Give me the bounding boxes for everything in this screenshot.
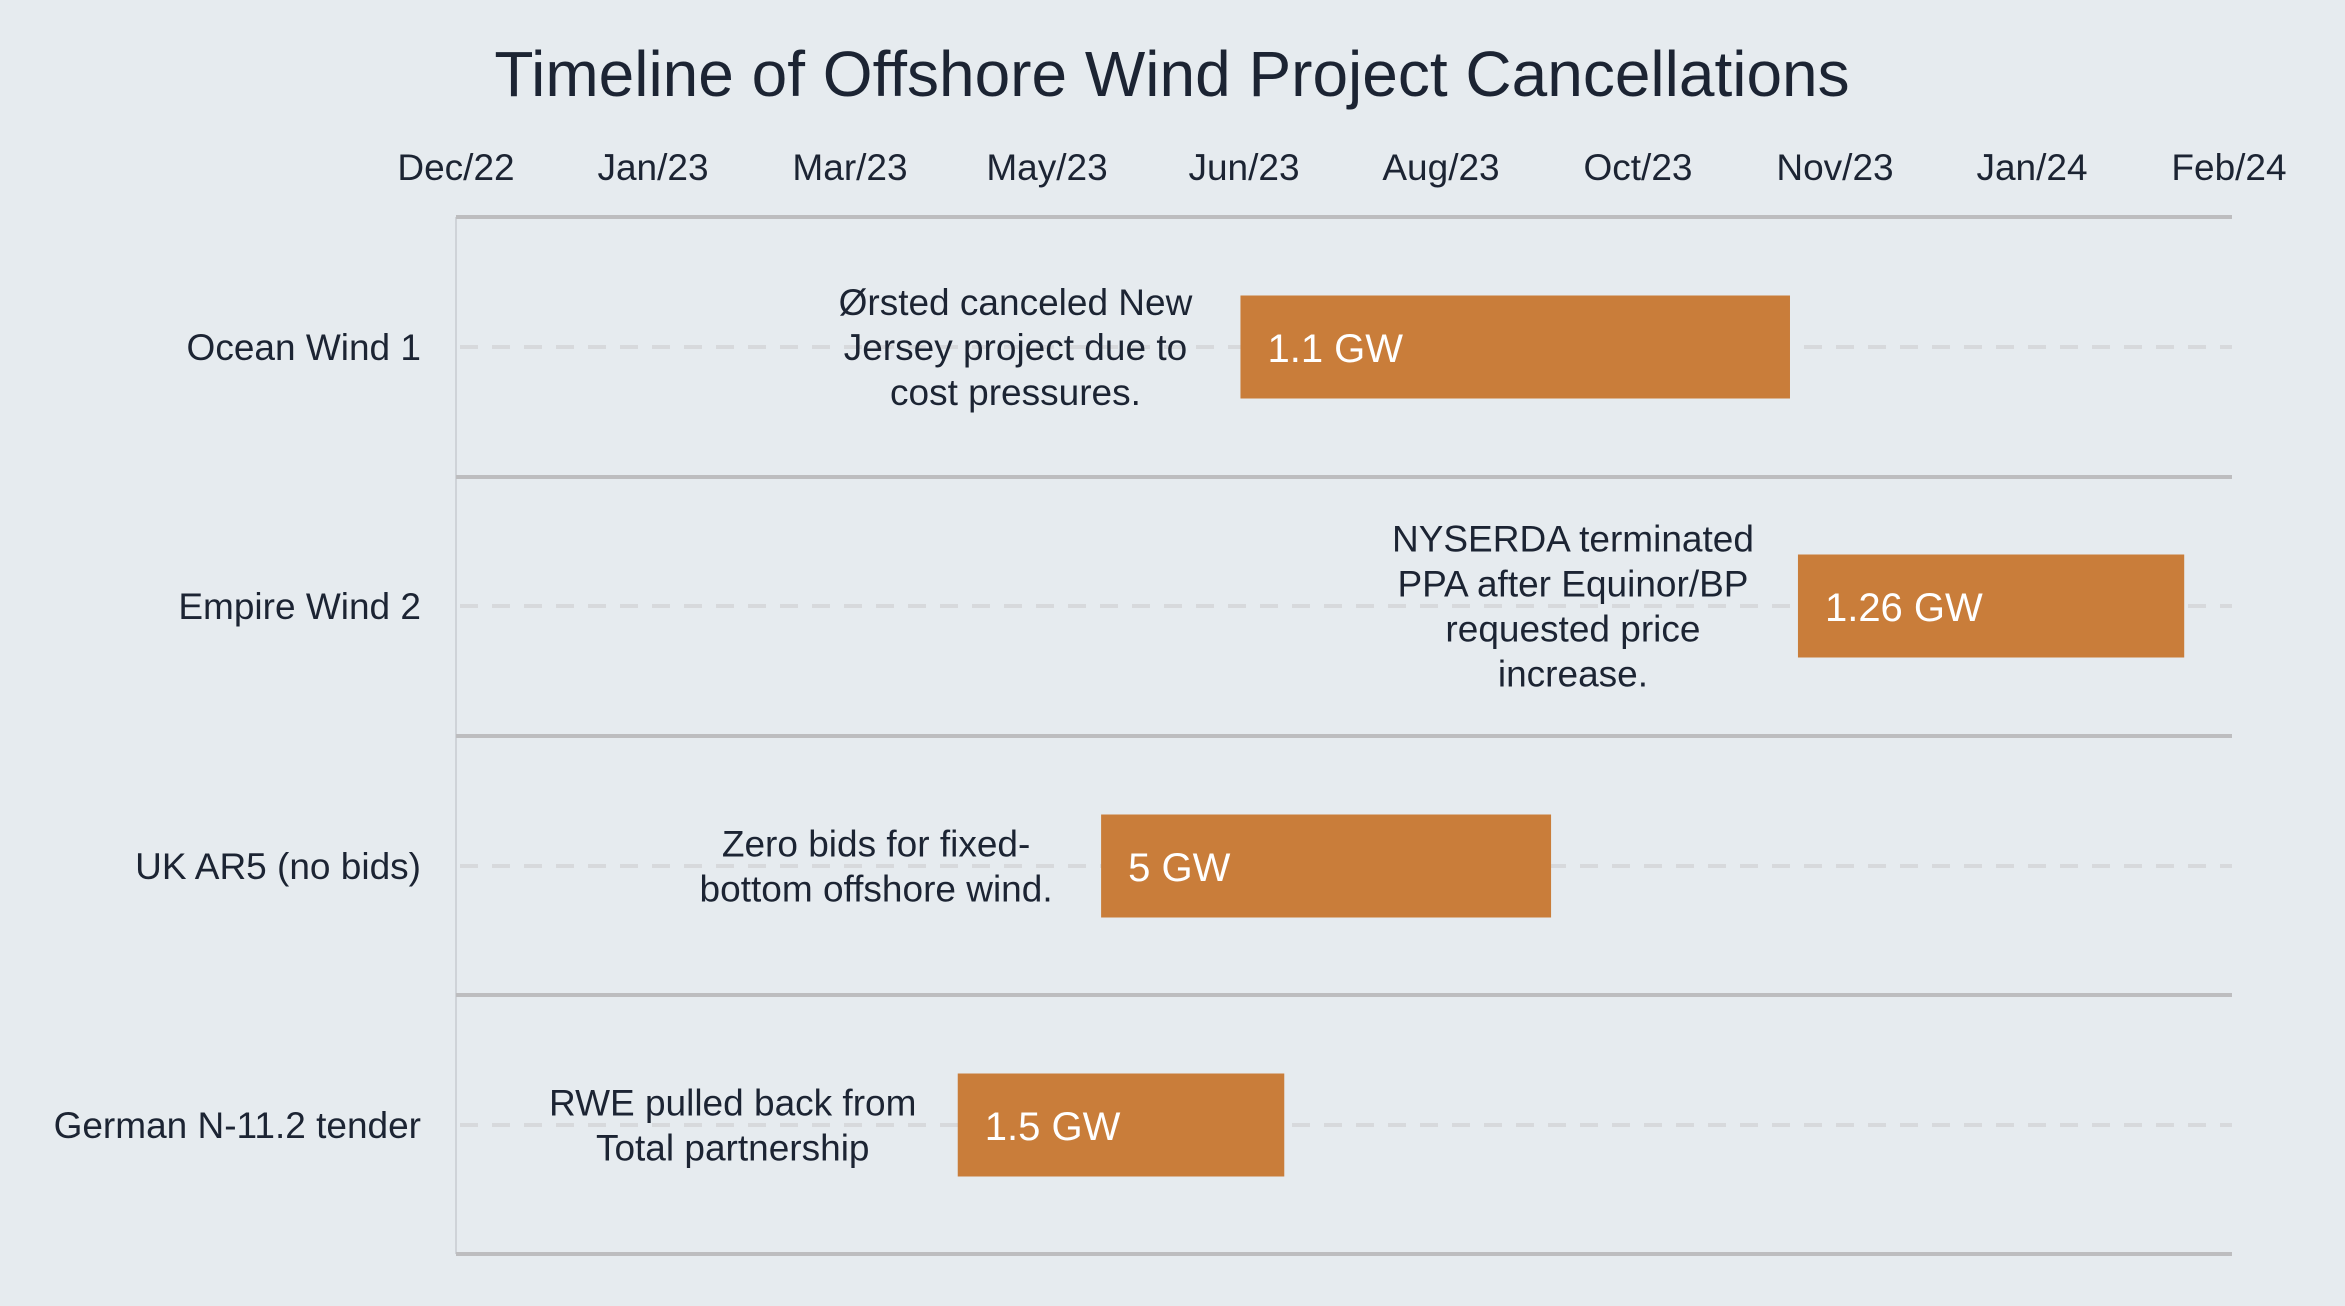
row-grid [455, 215, 2232, 1256]
timeline-bar [1797, 554, 2185, 658]
timeline-row: UK AR5 (no bids) 5 GW Zero bids for fixed-… [135, 814, 2232, 918]
bar-value-label: 5 GW [1128, 846, 1230, 890]
annotation-line: PPA after Equinor/BP [1397, 564, 1748, 605]
x-tick-label: Oct/23 [1584, 147, 1693, 188]
x-tick-label: Jan/23 [597, 147, 708, 188]
x-tick-label: Jan/24 [1976, 147, 2087, 188]
row-label: UK AR5 (no bids) [135, 846, 421, 887]
annotation-line: Total partnership [596, 1128, 870, 1169]
bar-value-label: 1.26 GW [1825, 586, 1983, 630]
annotation-line: increase. [1498, 654, 1648, 695]
timeline-rows: Ocean Wind 1 1.1 GW Ørsted canceled NewJer… [54, 282, 2232, 1177]
bar-value-label: 1.5 GW [985, 1105, 1121, 1149]
annotation-line: Ørsted canceled New [839, 282, 1193, 323]
annotation-line: RWE pulled back from [549, 1083, 916, 1124]
x-tick-label: Aug/23 [1382, 147, 1499, 188]
timeline-bar [1240, 295, 1790, 399]
x-tick-label: May/23 [986, 147, 1107, 188]
timeline-row: German N-11.2 tender 1.5 GW RWE pulled bac… [54, 1073, 2232, 1177]
x-axis-ticks: Dec/22 Jan/23 Mar/23 May/23 Jun/23 Aug/23 Oct/… [397, 147, 2286, 188]
row-label: Ocean Wind 1 [187, 327, 421, 368]
x-tick-label: Dec/22 [397, 147, 514, 188]
x-tick-label: Feb/24 [2171, 147, 2286, 188]
annotation-line: Zero bids for fixed- [722, 824, 1030, 865]
x-tick-label: Mar/23 [792, 147, 907, 188]
annotation-line: Jersey project due to [844, 327, 1187, 368]
timeline-row: Ocean Wind 1 1.1 GW Ørsted canceled NewJer… [187, 282, 2232, 413]
annotation-line: bottom offshore wind. [700, 869, 1053, 910]
timeline-row: Empire Wind 2 1.26 GW NYSERDA terminatedPP… [178, 519, 2232, 695]
row-label: Empire Wind 2 [178, 586, 421, 627]
x-tick-label: Jun/23 [1188, 147, 1299, 188]
row-label: German N-11.2 tender [54, 1105, 421, 1146]
annotation-line: NYSERDA terminated [1392, 519, 1754, 560]
bar-value-label: 1.1 GW [1267, 327, 1403, 371]
chart-title: Timeline of Offshore Wind Project Cancel… [494, 38, 1849, 110]
timeline-bar [957, 1073, 1285, 1177]
timeline-bar [1101, 814, 1552, 918]
annotation-line: cost pressures. [890, 372, 1141, 413]
x-tick-label: Nov/23 [1776, 147, 1893, 188]
annotation-line: requested price [1445, 609, 1700, 650]
